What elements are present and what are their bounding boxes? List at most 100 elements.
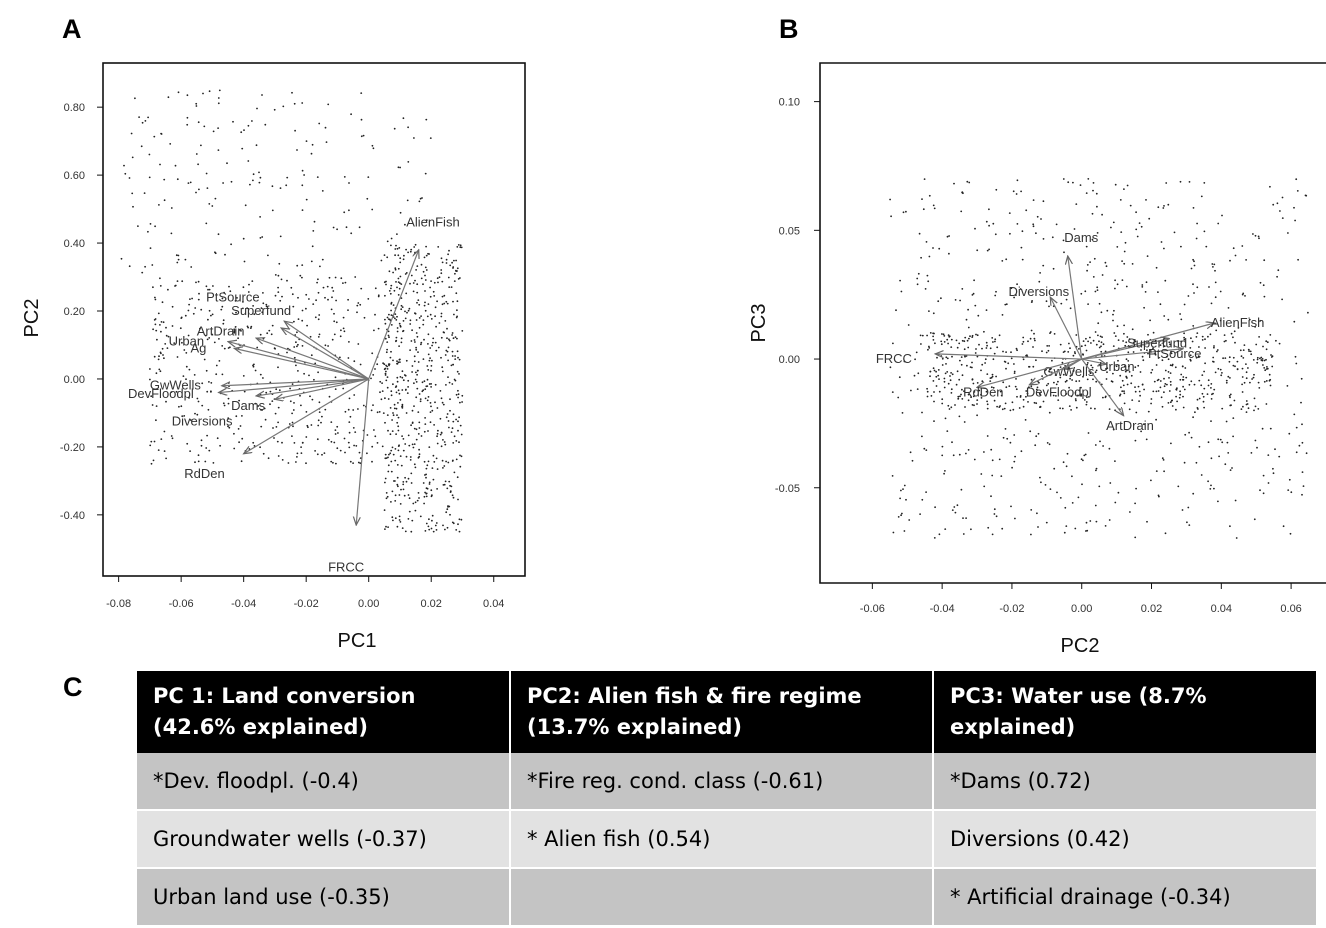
sample-point — [372, 147, 375, 150]
sample-point — [985, 390, 988, 393]
sample-point — [458, 518, 461, 521]
sample-point — [1075, 203, 1078, 206]
sample-point — [1241, 245, 1244, 247]
sample-point — [928, 255, 931, 258]
sample-point — [420, 315, 422, 317]
sample-point — [989, 347, 992, 350]
y-tick-label: 0.20 — [64, 306, 85, 318]
sample-point — [205, 369, 208, 372]
sample-point — [902, 211, 905, 214]
sample-point — [1232, 364, 1235, 367]
sample-point — [335, 321, 338, 324]
table-cell: *Fire reg. cond. class (-0.61) — [510, 753, 934, 811]
sample-point — [1117, 359, 1119, 362]
sample-point — [185, 365, 188, 368]
sample-point — [991, 533, 994, 536]
sample-point — [1188, 383, 1191, 386]
sample-point — [956, 504, 959, 507]
sample-point — [157, 449, 160, 451]
sample-point — [286, 176, 289, 179]
sample-point — [446, 526, 449, 529]
sample-point — [442, 403, 445, 406]
sample-point — [929, 375, 931, 378]
sample-point — [395, 281, 397, 283]
sample-point — [934, 342, 936, 345]
sample-point — [1135, 411, 1138, 414]
vector-label: ArtDrain — [1106, 418, 1154, 433]
y-tick-label: 0.60 — [64, 170, 85, 182]
sample-point — [440, 315, 443, 318]
sample-point — [1082, 459, 1084, 462]
sample-point — [1214, 281, 1217, 284]
sample-point — [343, 211, 346, 214]
vector-arrow — [1050, 297, 1083, 360]
sample-point — [340, 277, 343, 280]
sample-point — [1106, 371, 1108, 374]
sample-point — [446, 413, 449, 415]
sample-point — [1265, 358, 1267, 361]
sample-point — [1046, 442, 1049, 444]
sample-point — [1013, 372, 1016, 374]
sample-point — [197, 280, 200, 283]
sample-point — [221, 373, 224, 376]
sample-point — [412, 502, 415, 505]
sample-point — [1001, 527, 1004, 530]
sample-point — [983, 330, 985, 333]
sample-point — [1138, 222, 1141, 225]
sample-point — [1088, 396, 1090, 398]
sample-point — [358, 451, 361, 454]
sample-point — [1145, 281, 1148, 284]
sample-point — [1195, 461, 1198, 464]
sample-point — [967, 399, 970, 402]
sample-point — [1036, 386, 1039, 389]
y-tick-label: 0.00 — [64, 374, 85, 386]
sample-point — [1141, 286, 1144, 288]
sample-point — [1117, 491, 1120, 494]
sample-point — [967, 393, 970, 396]
sample-point — [416, 369, 419, 372]
sample-point — [219, 444, 222, 447]
sample-point — [256, 107, 258, 110]
sample-point — [1011, 401, 1014, 404]
sample-point — [909, 451, 912, 454]
sample-point — [275, 388, 278, 391]
sample-point — [324, 344, 327, 347]
sample-point — [233, 330, 236, 332]
sample-point — [362, 404, 365, 407]
sample-point — [1192, 283, 1194, 286]
sample-point — [959, 299, 961, 302]
vector-label: FRCC — [328, 560, 364, 575]
sample-point — [972, 292, 975, 295]
sample-point — [919, 334, 922, 337]
sample-point — [223, 347, 226, 350]
sample-point — [359, 457, 362, 459]
sample-point — [397, 449, 400, 452]
sample-point — [943, 341, 946, 343]
sample-point — [1112, 221, 1115, 224]
sample-point — [1183, 336, 1185, 339]
sample-point — [439, 433, 442, 436]
sample-point — [261, 236, 264, 238]
sample-point — [384, 528, 386, 530]
sample-point — [148, 153, 151, 156]
sample-point — [297, 343, 299, 346]
sample-point — [913, 374, 916, 377]
sample-point — [1193, 260, 1195, 263]
sample-point — [173, 342, 176, 344]
header-line: PC3: Water use (8.7% — [950, 684, 1207, 708]
sample-point — [950, 388, 953, 391]
sample-point — [1131, 263, 1134, 265]
sample-point — [1175, 408, 1177, 411]
sample-point — [1061, 361, 1064, 364]
sample-point — [235, 415, 238, 418]
vector-arrow — [1081, 338, 1169, 360]
sample-point — [163, 450, 166, 452]
sample-point — [384, 421, 386, 424]
sample-point — [344, 451, 346, 454]
sample-point — [407, 379, 410, 382]
sample-point — [376, 411, 379, 414]
sample-point — [421, 197, 423, 199]
sample-point — [419, 197, 422, 200]
sample-point — [442, 467, 444, 469]
sample-point — [425, 385, 428, 388]
